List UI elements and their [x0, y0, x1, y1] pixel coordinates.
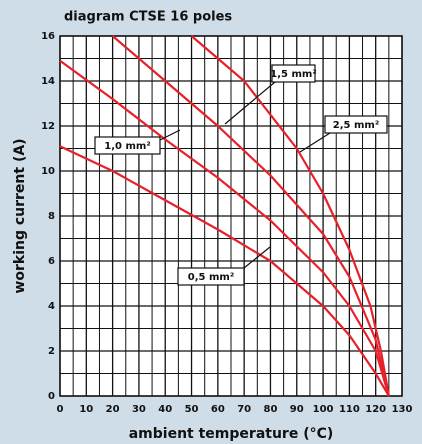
label-box: [94, 136, 161, 155]
curve: [59, 145, 390, 397]
x-tick-label: 120: [365, 404, 386, 415]
x-tick-label: 80: [264, 404, 278, 415]
label-box: [177, 267, 245, 286]
x-tick-label: 60: [211, 404, 225, 415]
y-tick-label: 4: [48, 301, 55, 312]
x-tick-label: 50: [185, 404, 199, 415]
y-tick-label: 16: [41, 31, 55, 42]
y-tick-label: 2: [48, 346, 55, 357]
curve-label: 1,0 mm²: [104, 141, 150, 152]
curve: [59, 59, 390, 397]
label-box: [271, 64, 316, 83]
x-tick-label: 70: [237, 404, 251, 415]
x-tick-label: 130: [392, 404, 413, 415]
x-tick-label: 30: [132, 404, 146, 415]
x-tick-label: 90: [290, 404, 304, 415]
x-axis-label: ambient temperature (°C): [129, 426, 334, 442]
y-tick-label: 8: [48, 211, 55, 222]
y-tick-label: 14: [41, 76, 55, 87]
leader-line: [224, 81, 276, 125]
leader-line: [159, 129, 181, 141]
x-tick-label: 100: [313, 404, 334, 415]
label-box: [324, 115, 388, 134]
plot-frame: [59, 35, 403, 397]
x-tick-label: 10: [79, 404, 93, 415]
curve: [111, 35, 390, 397]
y-tick-label: 10: [41, 166, 55, 177]
x-tick-label: 20: [106, 404, 120, 415]
y-tick-label: 0: [48, 391, 55, 402]
curve-label: 1,5 mm²: [270, 69, 316, 80]
y-tick-label: 6: [48, 256, 55, 267]
chart-title: diagram CTSE 16 poles: [64, 10, 232, 25]
curve-label: 2,5 mm²: [333, 120, 379, 131]
x-tick-label: 110: [339, 404, 360, 415]
leader-line: [299, 132, 331, 153]
curve: [190, 35, 390, 397]
curve-label: 0,5 mm²: [188, 272, 234, 283]
y-axis-label: working current (A): [12, 138, 28, 293]
y-tick-label: 12: [41, 121, 55, 132]
leader-line: [243, 246, 271, 269]
x-tick-label: 0: [57, 404, 64, 415]
x-tick-label: 40: [158, 404, 172, 415]
